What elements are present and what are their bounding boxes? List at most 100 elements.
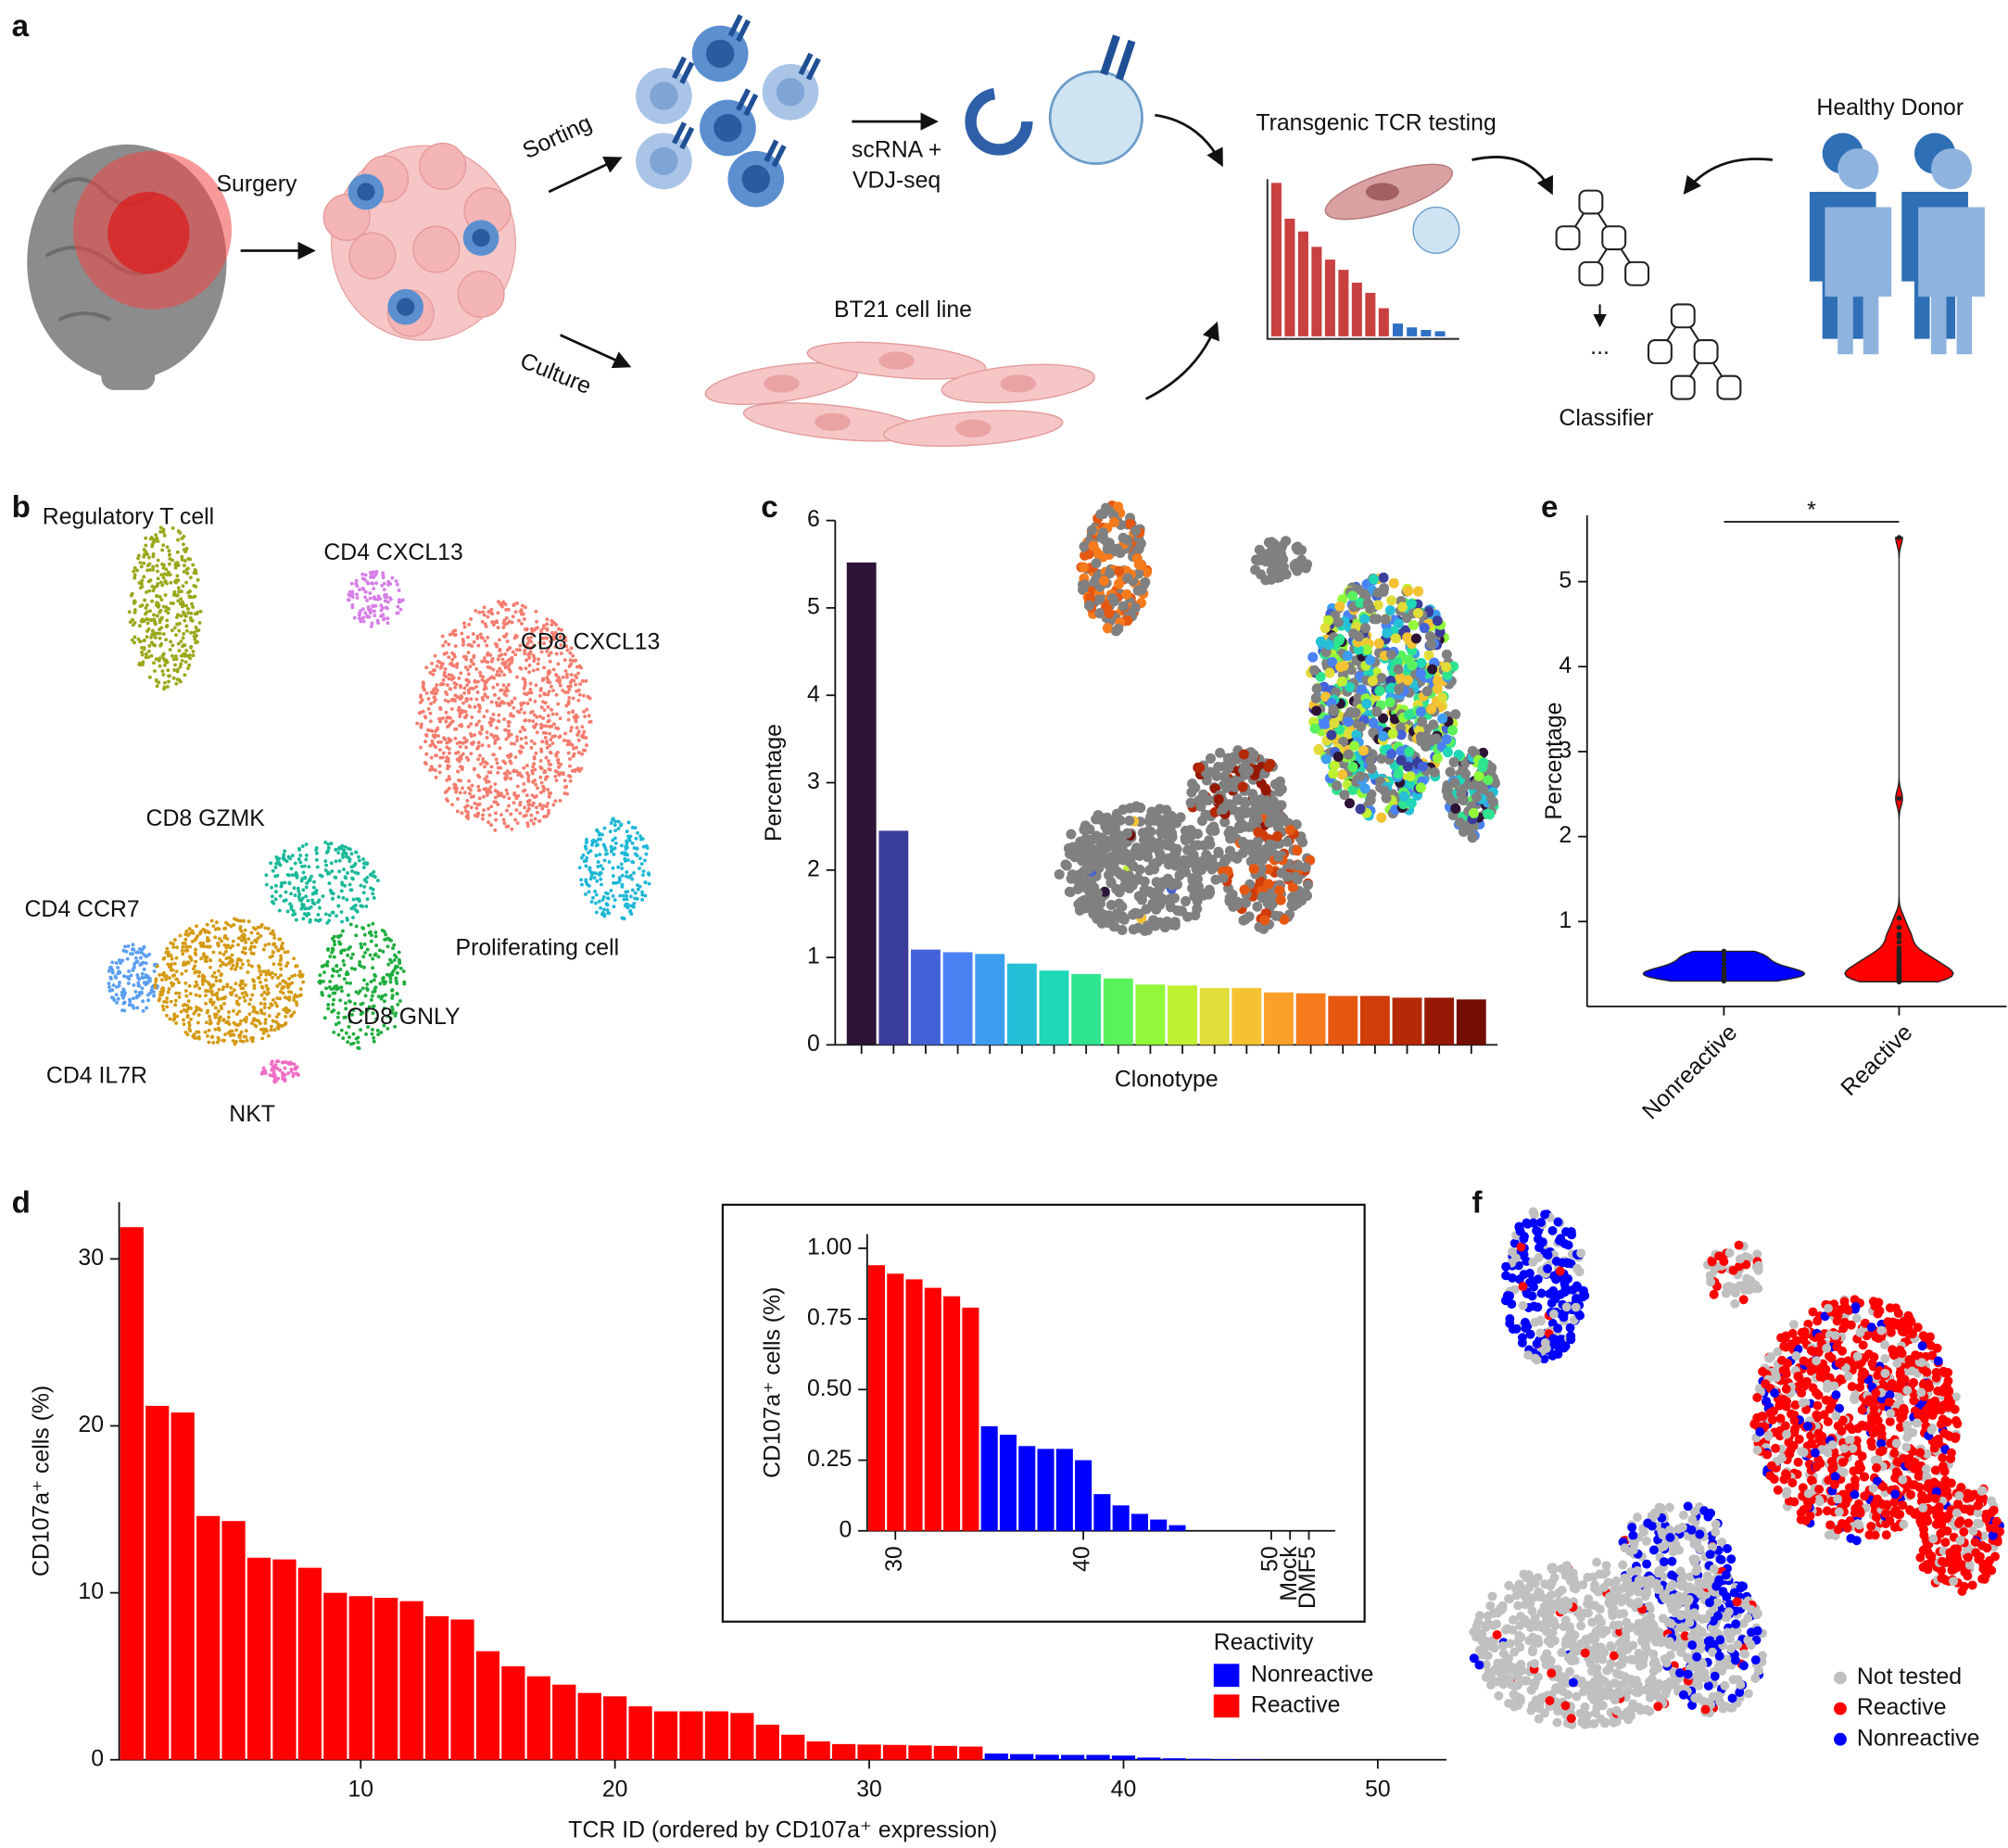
umap-point <box>219 1004 223 1008</box>
umap-point <box>234 967 238 971</box>
umap-point <box>259 993 264 997</box>
umap-point <box>469 805 474 810</box>
umap-point <box>196 974 201 979</box>
umap-point <box>243 991 247 994</box>
umap-point <box>437 770 442 775</box>
umap-point <box>224 949 228 954</box>
umap-point <box>602 826 607 830</box>
umap-point <box>1117 924 1128 936</box>
umap-point <box>132 947 136 952</box>
umap-point <box>360 586 365 590</box>
data-point <box>1721 953 1727 958</box>
umap-point <box>176 641 181 646</box>
umap-point <box>184 929 189 933</box>
umap-point <box>1088 540 1099 551</box>
umap-point <box>264 983 269 988</box>
umap-point <box>262 990 267 994</box>
umap-point <box>165 996 170 1001</box>
umap-point <box>363 595 368 600</box>
umap-point <box>538 688 543 692</box>
umap-point <box>1397 799 1408 810</box>
umap-point <box>347 1025 351 1029</box>
umap-point <box>128 999 133 1004</box>
umap-point <box>303 906 308 911</box>
umap-point <box>1369 614 1380 625</box>
umap-point <box>239 1030 244 1034</box>
umap-point <box>201 977 205 981</box>
umap-point <box>153 622 158 627</box>
umap-point <box>584 678 588 683</box>
umap-point <box>388 582 393 587</box>
umap-point <box>450 697 455 702</box>
umap-point <box>1141 567 1153 578</box>
umap-point <box>526 777 531 781</box>
umap-point <box>222 1038 226 1043</box>
umap-point <box>163 680 167 685</box>
umap-point <box>1405 771 1416 782</box>
umap-point <box>600 882 603 887</box>
umap-point <box>345 1031 348 1035</box>
umap-point <box>191 563 196 567</box>
curved-arrow <box>1155 113 1223 168</box>
umap-point <box>529 690 534 695</box>
umap-point <box>522 766 526 770</box>
umap-point <box>174 969 179 974</box>
umap-point <box>1367 676 1378 687</box>
umap-point <box>593 889 597 893</box>
umap-point <box>193 594 197 599</box>
umap-point <box>620 873 625 878</box>
umap-point <box>443 667 448 671</box>
umap-point <box>199 944 204 948</box>
umap-point <box>184 1009 189 1014</box>
umap-point <box>203 929 208 932</box>
umap-point <box>513 610 518 614</box>
umap-point <box>358 588 361 592</box>
umap-point <box>264 978 268 982</box>
umap-point <box>562 778 567 783</box>
umap-point <box>196 1013 201 1018</box>
umap-point <box>1311 705 1322 716</box>
umap-point <box>246 937 251 942</box>
legend-title: Reactivity <box>1214 1630 1314 1655</box>
umap-point <box>152 586 157 590</box>
umap-point <box>474 806 479 811</box>
umap-point <box>146 555 151 560</box>
x-tick-label: 30 <box>882 1546 907 1572</box>
umap-point <box>131 952 134 956</box>
umap-point <box>1404 746 1415 757</box>
umap-point <box>502 634 506 639</box>
umap-point <box>283 849 287 854</box>
umap-point <box>359 883 363 888</box>
umap-point <box>563 635 567 639</box>
umap-point <box>145 568 150 573</box>
umap-point <box>332 1030 336 1034</box>
umap-point <box>1468 807 1480 818</box>
umap-point <box>612 905 616 909</box>
bar <box>1006 963 1037 1045</box>
umap-point <box>238 1021 242 1026</box>
umap-point <box>1238 749 1249 760</box>
umap-point <box>496 626 500 630</box>
umap-point <box>217 987 221 992</box>
umap-point <box>462 686 467 690</box>
umap-point <box>279 973 283 978</box>
umap-point <box>441 677 446 682</box>
label: ... <box>1590 335 1610 360</box>
umap-point <box>297 894 301 899</box>
umap-point <box>1368 717 1379 728</box>
umap-point <box>195 1030 199 1034</box>
umap-point <box>302 864 307 868</box>
umap-point <box>549 707 554 712</box>
umap-point <box>1386 749 1397 760</box>
umap-point <box>190 939 195 943</box>
umap-point <box>347 1013 352 1018</box>
umap-point <box>216 996 221 1001</box>
umap-point <box>169 580 173 585</box>
umap-point <box>516 772 521 777</box>
umap-point <box>368 596 373 601</box>
umap-point <box>1332 780 1343 791</box>
bar <box>1168 985 1198 1045</box>
umap-point <box>301 917 306 921</box>
umap-point <box>458 697 462 702</box>
significance-label: * <box>1807 499 1816 524</box>
